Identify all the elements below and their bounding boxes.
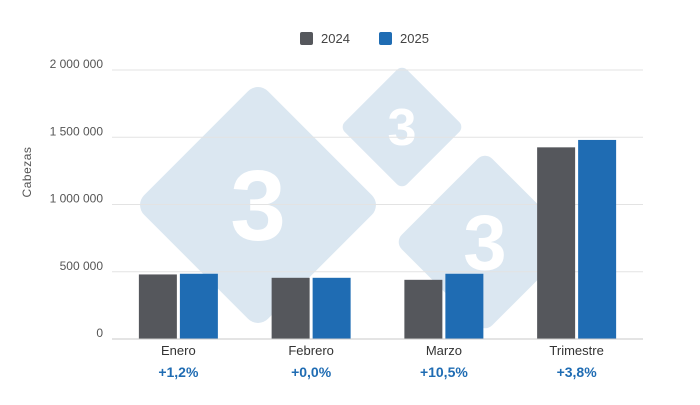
y-tick-label: 0 bbox=[96, 326, 103, 340]
change-label: +0,0% bbox=[291, 364, 332, 380]
bar-2024-marzo[interactable] bbox=[404, 279, 443, 339]
x-tick-label: Febrero bbox=[288, 343, 334, 358]
y-axis-title: Cabezas bbox=[20, 147, 34, 198]
watermark-digit: 3 bbox=[230, 150, 286, 262]
watermark-digit: 3 bbox=[463, 198, 506, 286]
legend-swatch bbox=[379, 32, 392, 45]
watermark-digit: 3 bbox=[388, 99, 417, 157]
y-tick-label: 1 500 000 bbox=[50, 124, 104, 138]
y-tick-label: 500 000 bbox=[60, 259, 104, 273]
legend-item-2025[interactable]: 2025 bbox=[379, 31, 429, 46]
x-tick-label: Marzo bbox=[426, 343, 462, 358]
bar-2025-marzo[interactable] bbox=[445, 273, 484, 339]
legend-label: 2024 bbox=[321, 31, 350, 46]
bar-2025-trimestre[interactable] bbox=[578, 139, 617, 339]
legend[interactable]: 2024 2025 bbox=[300, 31, 429, 46]
y-tick-label: 2 000 000 bbox=[50, 57, 104, 71]
bar-2024-enero[interactable] bbox=[138, 274, 177, 339]
x-tick-label: Enero bbox=[161, 343, 196, 358]
bars bbox=[138, 139, 617, 339]
change-label: +1,2% bbox=[158, 364, 199, 380]
axes: 0 500 000 1 000 000 1 500 000 2 000 000 Cabez… bbox=[20, 57, 643, 380]
bar-2024-trimestre[interactable] bbox=[537, 147, 576, 339]
legend-label: 2025 bbox=[400, 31, 429, 46]
watermark-diamond bbox=[342, 67, 462, 187]
bar-2025-febrero[interactable] bbox=[312, 277, 351, 339]
change-label: +10,5% bbox=[420, 364, 468, 380]
legend-item-2024[interactable]: 2024 bbox=[300, 31, 350, 46]
legend-swatch bbox=[300, 32, 313, 45]
bar-2025-enero[interactable] bbox=[179, 273, 218, 339]
change-label: +3,8% bbox=[557, 364, 598, 380]
bar-2024-febrero[interactable] bbox=[271, 277, 310, 339]
x-tick-label: Trimestre bbox=[549, 343, 603, 358]
y-tick-label: 1 000 000 bbox=[50, 192, 104, 206]
